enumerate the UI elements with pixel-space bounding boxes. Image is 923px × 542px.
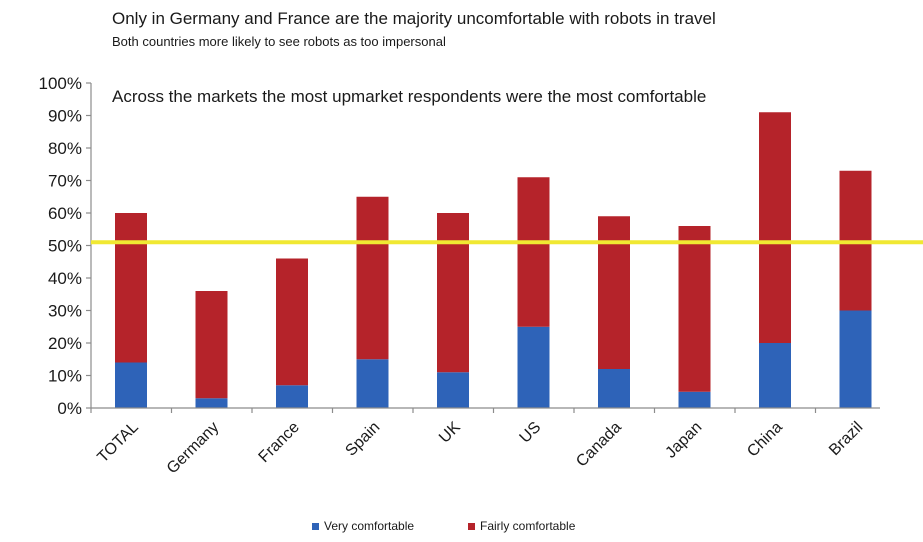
y-tick-label: 90% <box>48 107 82 126</box>
bar-fairly-comfortable-france <box>276 258 308 386</box>
bar-very-comfortable-france <box>276 385 308 408</box>
y-tick-label: 60% <box>48 204 82 223</box>
bar-very-comfortable-uk <box>437 372 469 408</box>
y-tick-label: 70% <box>48 172 82 191</box>
bar-very-comfortable-brazil <box>839 310 872 408</box>
x-tick-label-japan: Japan <box>662 419 705 462</box>
bar-fairly-comfortable-canada <box>598 216 630 369</box>
y-tick-label: 80% <box>48 139 82 158</box>
y-tick-label: 20% <box>48 334 82 353</box>
bar-fairly-comfortable-china <box>759 112 791 343</box>
x-tick-label-spain: Spain <box>342 419 383 460</box>
x-tick-label-canada: Canada <box>573 419 625 471</box>
y-tick-label: 0% <box>57 399 82 418</box>
chart-title: Only in Germany and France are the major… <box>112 9 716 28</box>
x-tick-label-china: China <box>744 419 786 461</box>
bars <box>115 112 872 408</box>
y-tick-label: 40% <box>48 269 82 288</box>
bar-fairly-comfortable-japan <box>678 226 711 392</box>
x-tick-label-us: US <box>517 419 545 447</box>
legend-label-0: Very comfortable <box>324 519 414 533</box>
legend-swatch-1 <box>468 523 475 530</box>
bar-very-comfortable-china <box>759 343 791 408</box>
bar-very-comfortable-canada <box>598 369 630 408</box>
chart-annotation: Across the markets the most upmarket res… <box>112 87 706 106</box>
x-tick-label-total: TOTAL <box>94 419 142 467</box>
y-tick-label: 10% <box>48 367 82 386</box>
y-tick-label: 100% <box>39 74 82 93</box>
bar-fairly-comfortable-germany <box>195 291 228 399</box>
bar-fairly-comfortable-uk <box>437 213 469 373</box>
bar-fairly-comfortable-spain <box>356 196 389 360</box>
y-axis: 0% 10% 20% 30% 40% 50% 60% 70% 80% 90% 100% <box>39 74 92 418</box>
legend: Very comfortable Fairly comfortable <box>312 519 576 533</box>
bar-very-comfortable-total <box>115 362 147 408</box>
bar-very-comfortable-us <box>517 326 550 408</box>
bar-very-comfortable-spain <box>356 359 389 408</box>
x-tick-label-germany: Germany <box>164 419 223 478</box>
y-tick-label: 50% <box>48 237 82 256</box>
legend-swatch-0 <box>312 523 319 530</box>
legend-label-1: Fairly comfortable <box>480 519 576 533</box>
x-tick-label-france: France <box>256 419 303 466</box>
bar-very-comfortable-germany <box>195 398 228 408</box>
bar-fairly-comfortable-us <box>517 177 550 327</box>
bar-very-comfortable-japan <box>678 391 711 408</box>
x-axis: TOTAL Germany France Spain UK US Canada Japan Ch… <box>90 407 880 478</box>
x-tick-label-brazil: Brazil <box>826 419 866 459</box>
x-tick-label-uk: UK <box>436 419 464 447</box>
y-tick-label: 30% <box>48 302 82 321</box>
bar-fairly-comfortable-total <box>115 213 147 363</box>
chart-subtitle: Both countries more likely to see robots… <box>112 34 446 49</box>
